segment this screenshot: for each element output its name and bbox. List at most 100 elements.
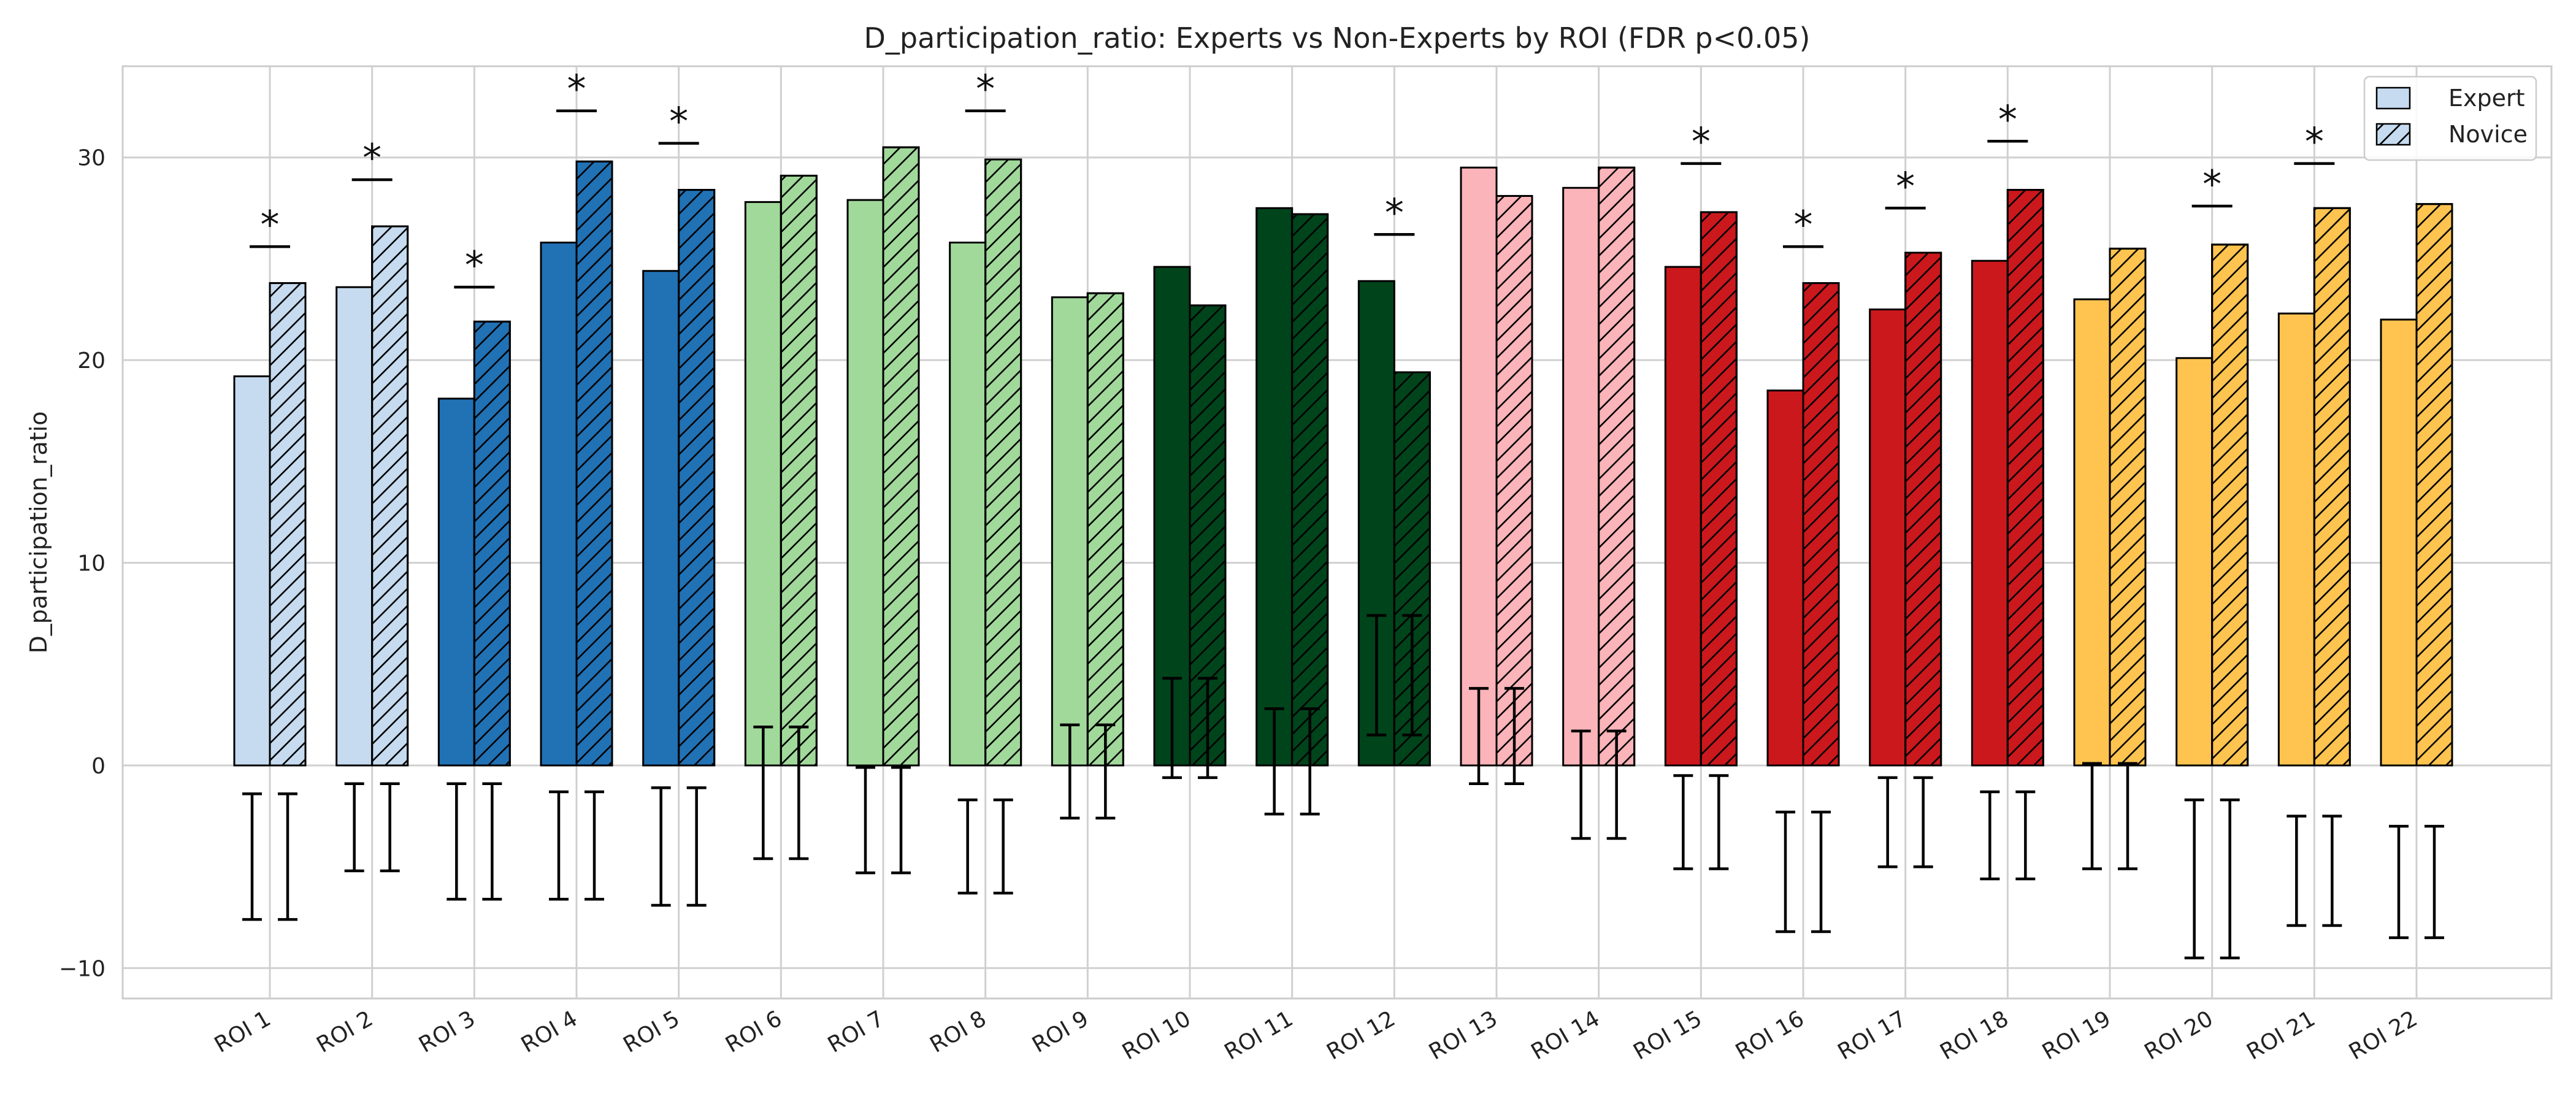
error-bar: [2322, 815, 2342, 927]
novice-bar-hatch: [1291, 213, 1329, 767]
legend-swatch-novice: [2375, 123, 2411, 146]
x-tick-label: ROI 7: [824, 1006, 889, 1058]
error-bar: [344, 782, 364, 873]
y-tick-label: 20: [77, 348, 105, 374]
x-tick-label: ROI 19: [2038, 1006, 2115, 1065]
error-bar: [380, 782, 400, 873]
error-bar: [447, 782, 467, 901]
x-tick-label: ROI 6: [721, 1006, 786, 1058]
chart-title: D_participation_ratio: Experts vs Non-Ex…: [864, 21, 1811, 55]
legend: Expert Novice: [2363, 75, 2537, 161]
error-bar: [1980, 790, 2000, 881]
x-tick-label: ROI 11: [1221, 1006, 1297, 1065]
x-tick-label: ROI 17: [1834, 1006, 1911, 1065]
significance-star: *: [1998, 97, 2017, 142]
x-tick-label: ROI 1: [210, 1006, 275, 1058]
error-bar: [2220, 798, 2240, 960]
error-bar: [957, 798, 978, 895]
error-bar: [891, 766, 911, 875]
error-bar: [482, 782, 502, 901]
expert-bar: [1562, 186, 1600, 767]
novice-bar-hatch: [1700, 211, 1738, 767]
novice-bar-hatch: [2313, 207, 2351, 767]
expert-bar: [2073, 298, 2111, 767]
significance-star: *: [2202, 162, 2221, 207]
error-bar: [1606, 729, 1627, 840]
significance-star: *: [362, 136, 381, 180]
novice-bar-hatch: [2211, 243, 2249, 767]
x-tick-label: ROI 10: [1118, 1006, 1195, 1065]
x-tick-label: ROI 12: [1322, 1006, 1399, 1065]
expert-bar: [744, 201, 782, 767]
error-bar: [1505, 687, 1524, 785]
legend-swatch-expert: [2375, 86, 2411, 110]
error-bar: [1469, 687, 1489, 785]
error-bar: [1673, 774, 1693, 870]
error-bar: [549, 790, 569, 901]
error-bar: [1776, 810, 1795, 933]
y-tick-label: 10: [77, 551, 105, 577]
x-tick-label: ROI 15: [1629, 1006, 1706, 1065]
error-bar: [1264, 707, 1284, 816]
expert-bar: [642, 270, 680, 767]
expert-bar: [335, 286, 374, 767]
error-bar: [2389, 824, 2409, 940]
x-tick-label: ROI 22: [2345, 1006, 2421, 1065]
error-bar: [2015, 790, 2036, 881]
novice-bar-hatch: [984, 158, 1022, 767]
novice-bar-hatch: [269, 282, 307, 767]
x-tick-label: ROI 16: [1731, 1006, 1808, 1065]
x-tick-label: ROI 9: [1028, 1006, 1093, 1058]
expert-bar: [1460, 166, 1498, 767]
expert-bar: [233, 375, 271, 767]
error-bar: [1300, 707, 1320, 816]
error-bar: [2184, 798, 2204, 960]
plot-area: [121, 65, 2553, 1000]
x-tick-label: ROI 20: [2141, 1006, 2217, 1065]
x-tick-label: ROI 4: [517, 1006, 582, 1058]
novice-bar-hatch: [2006, 189, 2044, 767]
novice-bar-hatch: [780, 174, 818, 767]
novice-bar-hatch: [1904, 251, 1942, 767]
expert-bar: [1869, 309, 1907, 767]
significance-star: *: [976, 67, 995, 112]
expert-bar: [1664, 266, 1702, 767]
error-bar: [1162, 677, 1182, 780]
significance-star: *: [1794, 202, 1813, 247]
error-bar: [1060, 723, 1080, 820]
x-tick-labels: ROI 1 ROI 2 ROI 3 ROI 4 ROI 5 ROI 6 ROI 7 ROI 8…: [210, 1006, 2422, 1065]
error-bar: [2425, 824, 2444, 940]
expert-bar: [1051, 296, 1089, 767]
expert-bar: [1766, 389, 1804, 767]
expert-bar: [2380, 318, 2418, 767]
novice-bar-hatch: [1802, 282, 1840, 767]
y-tick-labels: −10 0 10 20 30: [59, 146, 105, 982]
y-axis-title: D_participation_ratio: [25, 411, 52, 653]
error-bar: [686, 786, 707, 907]
expert-bar: [949, 241, 987, 767]
expert-bar: [437, 397, 475, 767]
novice-bar-hatch: [2109, 247, 2147, 767]
novice-bar-hatch: [882, 146, 920, 767]
significance-markers: * * * * * * * * * * * * *: [250, 67, 2335, 289]
bars: [233, 146, 2453, 767]
expert-bar: [2277, 312, 2315, 767]
x-tick-label: ROI 2: [313, 1006, 378, 1058]
x-tick-label: ROI 14: [1527, 1006, 1604, 1065]
error-bar: [278, 792, 297, 921]
error-bar: [2287, 815, 2307, 927]
error-bar: [856, 766, 875, 875]
error-bar: [1402, 614, 1422, 737]
significance-star: *: [261, 202, 280, 247]
error-bar: [993, 798, 1013, 895]
error-bar: [1095, 723, 1116, 820]
error-bar: [1367, 614, 1387, 737]
error-bar: [1198, 677, 1217, 780]
error-bar: [1913, 776, 1933, 868]
significance-star: *: [1896, 164, 1915, 209]
significance-star: *: [669, 99, 688, 144]
x-tick-label: ROI 18: [1936, 1006, 2012, 1065]
error-bar: [651, 786, 671, 907]
error-bar: [2082, 762, 2102, 870]
significance-star: *: [567, 67, 586, 112]
